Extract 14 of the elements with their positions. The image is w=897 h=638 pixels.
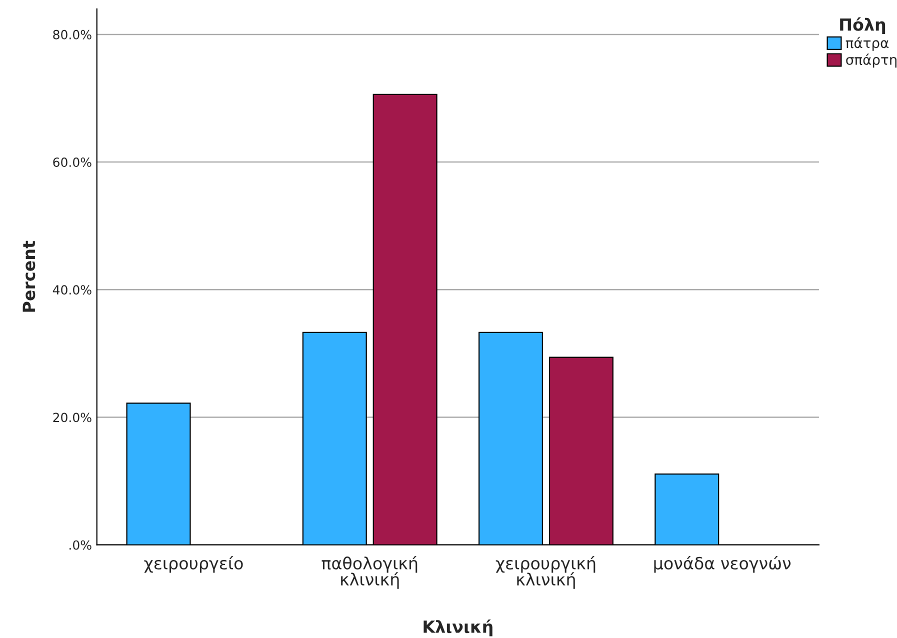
legend-title: Πόλη <box>840 17 886 34</box>
y-tick-label: 80.0% <box>53 30 92 40</box>
x-axis-title: Κλινική <box>424 619 492 636</box>
x-tick-label: μονάδα νεογνών <box>654 556 791 573</box>
y-tick-label: 20.0% <box>53 412 92 422</box>
y-tick-label: 60.0% <box>53 158 92 167</box>
legend-label: σπάρτη <box>846 54 896 68</box>
y-tick-label: .0% <box>70 540 92 550</box>
y-tick-label: 40.0% <box>52 285 92 295</box>
x-tick-label: χειρουργείο <box>144 556 243 573</box>
x-tick-label: χειρουργική κλινική <box>496 556 596 589</box>
x-tick-label: παθολογική κλινική <box>322 556 418 589</box>
legend-label: πάτρα <box>846 36 889 51</box>
y-axis-title: Percent <box>22 240 36 312</box>
